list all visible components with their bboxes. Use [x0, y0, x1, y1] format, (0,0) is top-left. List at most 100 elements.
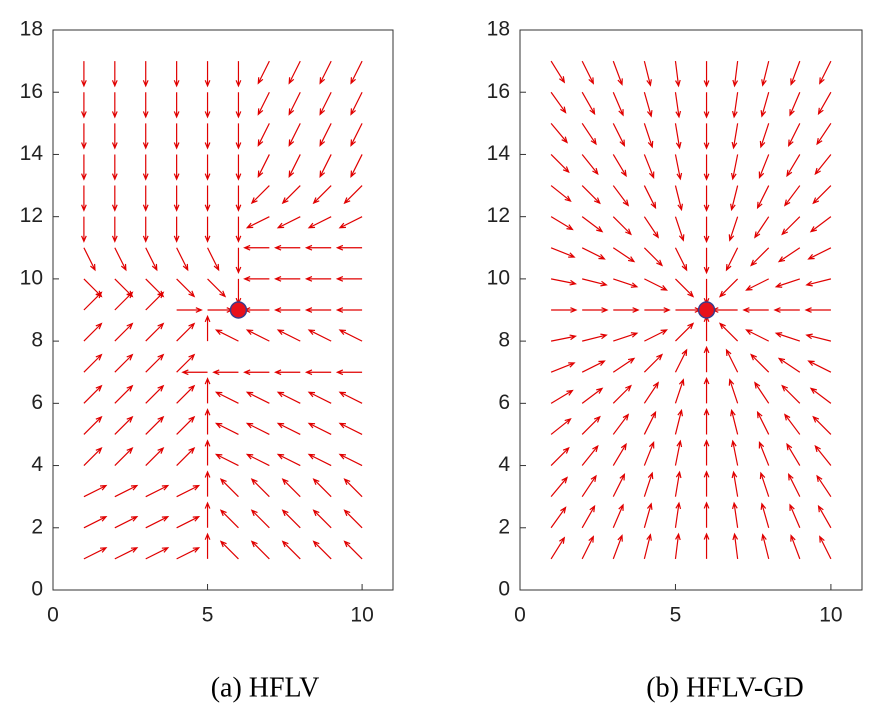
arrow — [675, 307, 702, 313]
arrow — [142, 61, 149, 88]
arrow — [176, 278, 196, 298]
arrow — [338, 422, 363, 435]
arrow — [176, 415, 196, 435]
arrow — [319, 60, 332, 85]
arrow — [805, 278, 832, 287]
arrow — [204, 185, 211, 212]
arrow — [214, 422, 239, 435]
arrow — [773, 307, 800, 313]
arrow — [145, 446, 165, 466]
arrow — [250, 185, 270, 205]
arrow — [644, 329, 668, 342]
arrow — [350, 91, 363, 116]
arrow — [674, 247, 688, 272]
arrow — [214, 391, 239, 404]
arrow — [81, 123, 87, 150]
arrow — [550, 247, 576, 258]
arrow — [674, 470, 682, 497]
arrow — [319, 154, 332, 178]
arrow — [807, 247, 832, 260]
arrow — [750, 353, 770, 373]
arrow — [114, 322, 134, 342]
arrow — [612, 503, 624, 529]
arrow — [145, 278, 165, 298]
arrow — [725, 348, 739, 373]
arrow — [703, 185, 710, 212]
arrow — [582, 307, 609, 313]
arrow — [245, 391, 270, 404]
arrow — [83, 322, 103, 342]
y-tick-label: 6 — [31, 391, 43, 414]
arrow — [335, 369, 363, 376]
arrow — [111, 123, 118, 150]
arrow — [613, 332, 639, 342]
arrow — [235, 92, 242, 119]
arrow — [788, 123, 801, 147]
arrow — [643, 247, 664, 267]
arrow — [703, 61, 710, 88]
arrow — [204, 439, 211, 466]
arrow — [145, 415, 165, 435]
arrow — [786, 154, 801, 178]
arrow — [581, 474, 597, 497]
arrow — [730, 408, 739, 435]
arrow — [750, 247, 770, 267]
arrow — [245, 453, 270, 467]
arrow — [338, 329, 363, 342]
arrow — [674, 532, 681, 559]
arrow — [176, 484, 201, 498]
arrow — [644, 307, 671, 313]
y-tick-label: 0 — [31, 578, 43, 601]
arrow — [644, 278, 668, 291]
x-tick-label: 10 — [819, 604, 842, 627]
arrow — [312, 540, 332, 560]
arrow — [235, 123, 242, 150]
arrow — [145, 516, 170, 529]
y-tick-label: 10 — [487, 266, 510, 289]
arrow — [730, 185, 739, 212]
arrow — [243, 275, 270, 282]
arrow — [819, 60, 832, 85]
arrow — [350, 123, 363, 147]
axes-box — [519, 29, 863, 591]
arrow — [760, 502, 770, 528]
arrow — [643, 216, 660, 239]
arrow — [703, 408, 710, 435]
arrow — [812, 415, 832, 435]
arrow — [550, 91, 567, 114]
arrow — [176, 307, 203, 313]
arrow — [674, 348, 688, 373]
arrow — [814, 444, 832, 466]
goal-marker — [229, 301, 248, 319]
arrow — [581, 60, 594, 85]
arrow — [243, 244, 270, 251]
arrow — [250, 540, 270, 560]
arrow — [219, 540, 239, 560]
arrow — [173, 92, 180, 119]
arrow — [718, 278, 739, 298]
arrow — [759, 471, 770, 497]
arrow — [176, 353, 196, 373]
arrow — [612, 413, 630, 435]
arrow — [114, 278, 134, 298]
arrow — [173, 123, 180, 150]
arrow — [114, 446, 134, 466]
arrow — [804, 307, 831, 313]
arrow — [703, 314, 710, 342]
arrow — [732, 61, 739, 88]
arrow — [204, 314, 211, 342]
y-tick-label: 8 — [498, 329, 510, 352]
arrow — [343, 509, 363, 529]
arrow — [817, 504, 832, 529]
arrow — [809, 216, 832, 233]
arrow — [703, 278, 710, 306]
arrow — [145, 547, 170, 560]
arrow — [703, 532, 710, 559]
arrow — [777, 247, 801, 263]
arrow — [335, 307, 363, 313]
arrow — [761, 533, 770, 560]
arrow — [250, 509, 270, 529]
arrow — [350, 60, 363, 85]
arrow — [207, 247, 220, 272]
arrow — [288, 123, 301, 147]
